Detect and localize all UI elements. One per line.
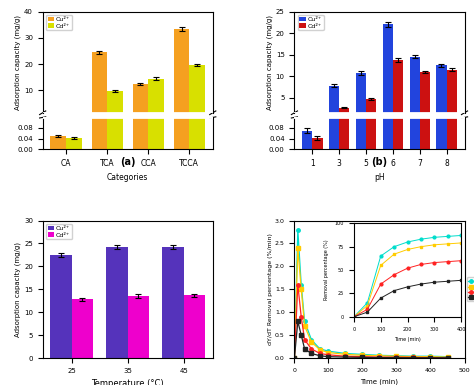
Bar — [50, 255, 72, 358]
Legend: 7 mg/L Cu²⁺ or Cd²⁺, 10 mg/L Cu²⁺ or Cd²⁺, Cu²⁺, Cd²⁺: 7 mg/L Cu²⁺ or Cd²⁺, 10 mg/L Cu²⁺ or Cd²… — [467, 277, 474, 301]
Bar — [356, 73, 366, 119]
Bar — [383, 25, 393, 119]
Legend: Cu²⁺, Cd²⁺: Cu²⁺, Cd²⁺ — [46, 15, 72, 30]
Bar — [356, 0, 366, 149]
Bar — [366, 99, 376, 119]
Text: (a): (a) — [120, 157, 136, 167]
Y-axis label: Adsorption capacity (mg/g): Adsorption capacity (mg/g) — [15, 242, 21, 337]
Bar — [107, 91, 123, 117]
Bar — [133, 84, 148, 117]
Bar — [329, 0, 339, 149]
Bar — [107, 247, 128, 358]
X-axis label: pH: pH — [374, 173, 385, 182]
Bar — [190, 0, 205, 149]
X-axis label: Time (min): Time (min) — [360, 378, 399, 385]
Bar — [437, 0, 447, 149]
Bar — [50, 136, 66, 149]
Bar — [174, 0, 190, 149]
Bar — [148, 79, 164, 117]
Legend: Cu²⁺, Cd²⁺: Cu²⁺, Cd²⁺ — [298, 15, 324, 30]
Bar — [184, 295, 205, 358]
Bar — [339, 0, 349, 149]
Bar — [393, 60, 403, 119]
X-axis label: Temperature (°C): Temperature (°C) — [91, 379, 164, 385]
Bar — [66, 138, 82, 149]
Bar — [163, 247, 184, 358]
Y-axis label: dY/dT Removal percentage (%/min): dY/dT Removal percentage (%/min) — [268, 233, 273, 345]
Bar — [107, 0, 123, 149]
Bar — [312, 138, 322, 149]
Bar — [339, 107, 349, 119]
Bar — [302, 131, 312, 149]
Legend: Cu²⁺, Cd²⁺: Cu²⁺, Cd²⁺ — [46, 224, 72, 239]
Bar — [133, 0, 148, 149]
Bar — [437, 65, 447, 119]
Bar — [91, 0, 107, 149]
X-axis label: Categories: Categories — [107, 173, 148, 182]
Text: (b): (b) — [372, 157, 388, 167]
Bar — [420, 72, 430, 119]
Bar — [366, 0, 376, 149]
Bar — [447, 0, 457, 149]
Bar — [91, 52, 107, 117]
Bar — [447, 70, 457, 119]
Bar — [329, 85, 339, 119]
Bar — [410, 57, 420, 119]
Bar — [190, 65, 205, 117]
Bar — [174, 28, 190, 117]
Bar — [383, 0, 393, 149]
Y-axis label: Adsorption capacity (mg/g): Adsorption capacity (mg/g) — [15, 15, 21, 110]
Bar — [72, 300, 93, 358]
Bar — [410, 0, 420, 149]
Bar — [420, 0, 430, 149]
Bar — [128, 296, 149, 358]
Bar — [148, 0, 164, 149]
Bar — [393, 0, 403, 149]
Y-axis label: Adsorption capacity (mg/g): Adsorption capacity (mg/g) — [266, 15, 273, 110]
